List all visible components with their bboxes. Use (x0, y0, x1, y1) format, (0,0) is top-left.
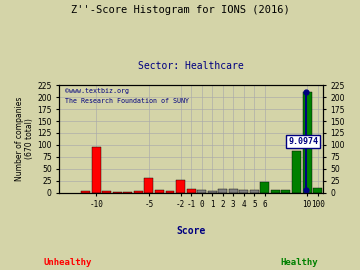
Text: ©www.textbiz.org: ©www.textbiz.org (64, 88, 129, 94)
Bar (155, 190, 164, 193)
Bar (144, 178, 153, 193)
Bar (113, 192, 122, 193)
Bar (123, 192, 132, 193)
Bar (282, 190, 291, 193)
Text: 9.0974: 9.0974 (288, 137, 318, 146)
Bar (271, 190, 280, 193)
Bar (166, 191, 175, 193)
Text: Sector: Healthcare: Sector: Healthcare (138, 61, 244, 71)
Bar (302, 92, 311, 193)
Bar (218, 189, 227, 193)
Bar (92, 147, 101, 193)
Bar (239, 190, 248, 193)
Text: The Research Foundation of SUNY: The Research Foundation of SUNY (64, 98, 189, 104)
Bar (186, 190, 195, 193)
Bar (208, 191, 217, 193)
Bar (102, 191, 111, 193)
Text: Unhealthy: Unhealthy (43, 258, 91, 267)
Bar (176, 180, 185, 193)
Bar (134, 191, 143, 193)
X-axis label: Score: Score (176, 226, 206, 236)
Bar (313, 188, 322, 193)
Y-axis label: Number of companies
(670 total): Number of companies (670 total) (15, 97, 35, 181)
Bar (292, 151, 301, 193)
Text: Healthy: Healthy (281, 258, 319, 267)
Text: Z''-Score Histogram for IONS (2016): Z''-Score Histogram for IONS (2016) (71, 5, 289, 15)
Bar (229, 190, 238, 193)
Bar (81, 191, 90, 193)
Bar (260, 182, 269, 193)
Bar (250, 190, 259, 193)
Bar (197, 190, 206, 193)
